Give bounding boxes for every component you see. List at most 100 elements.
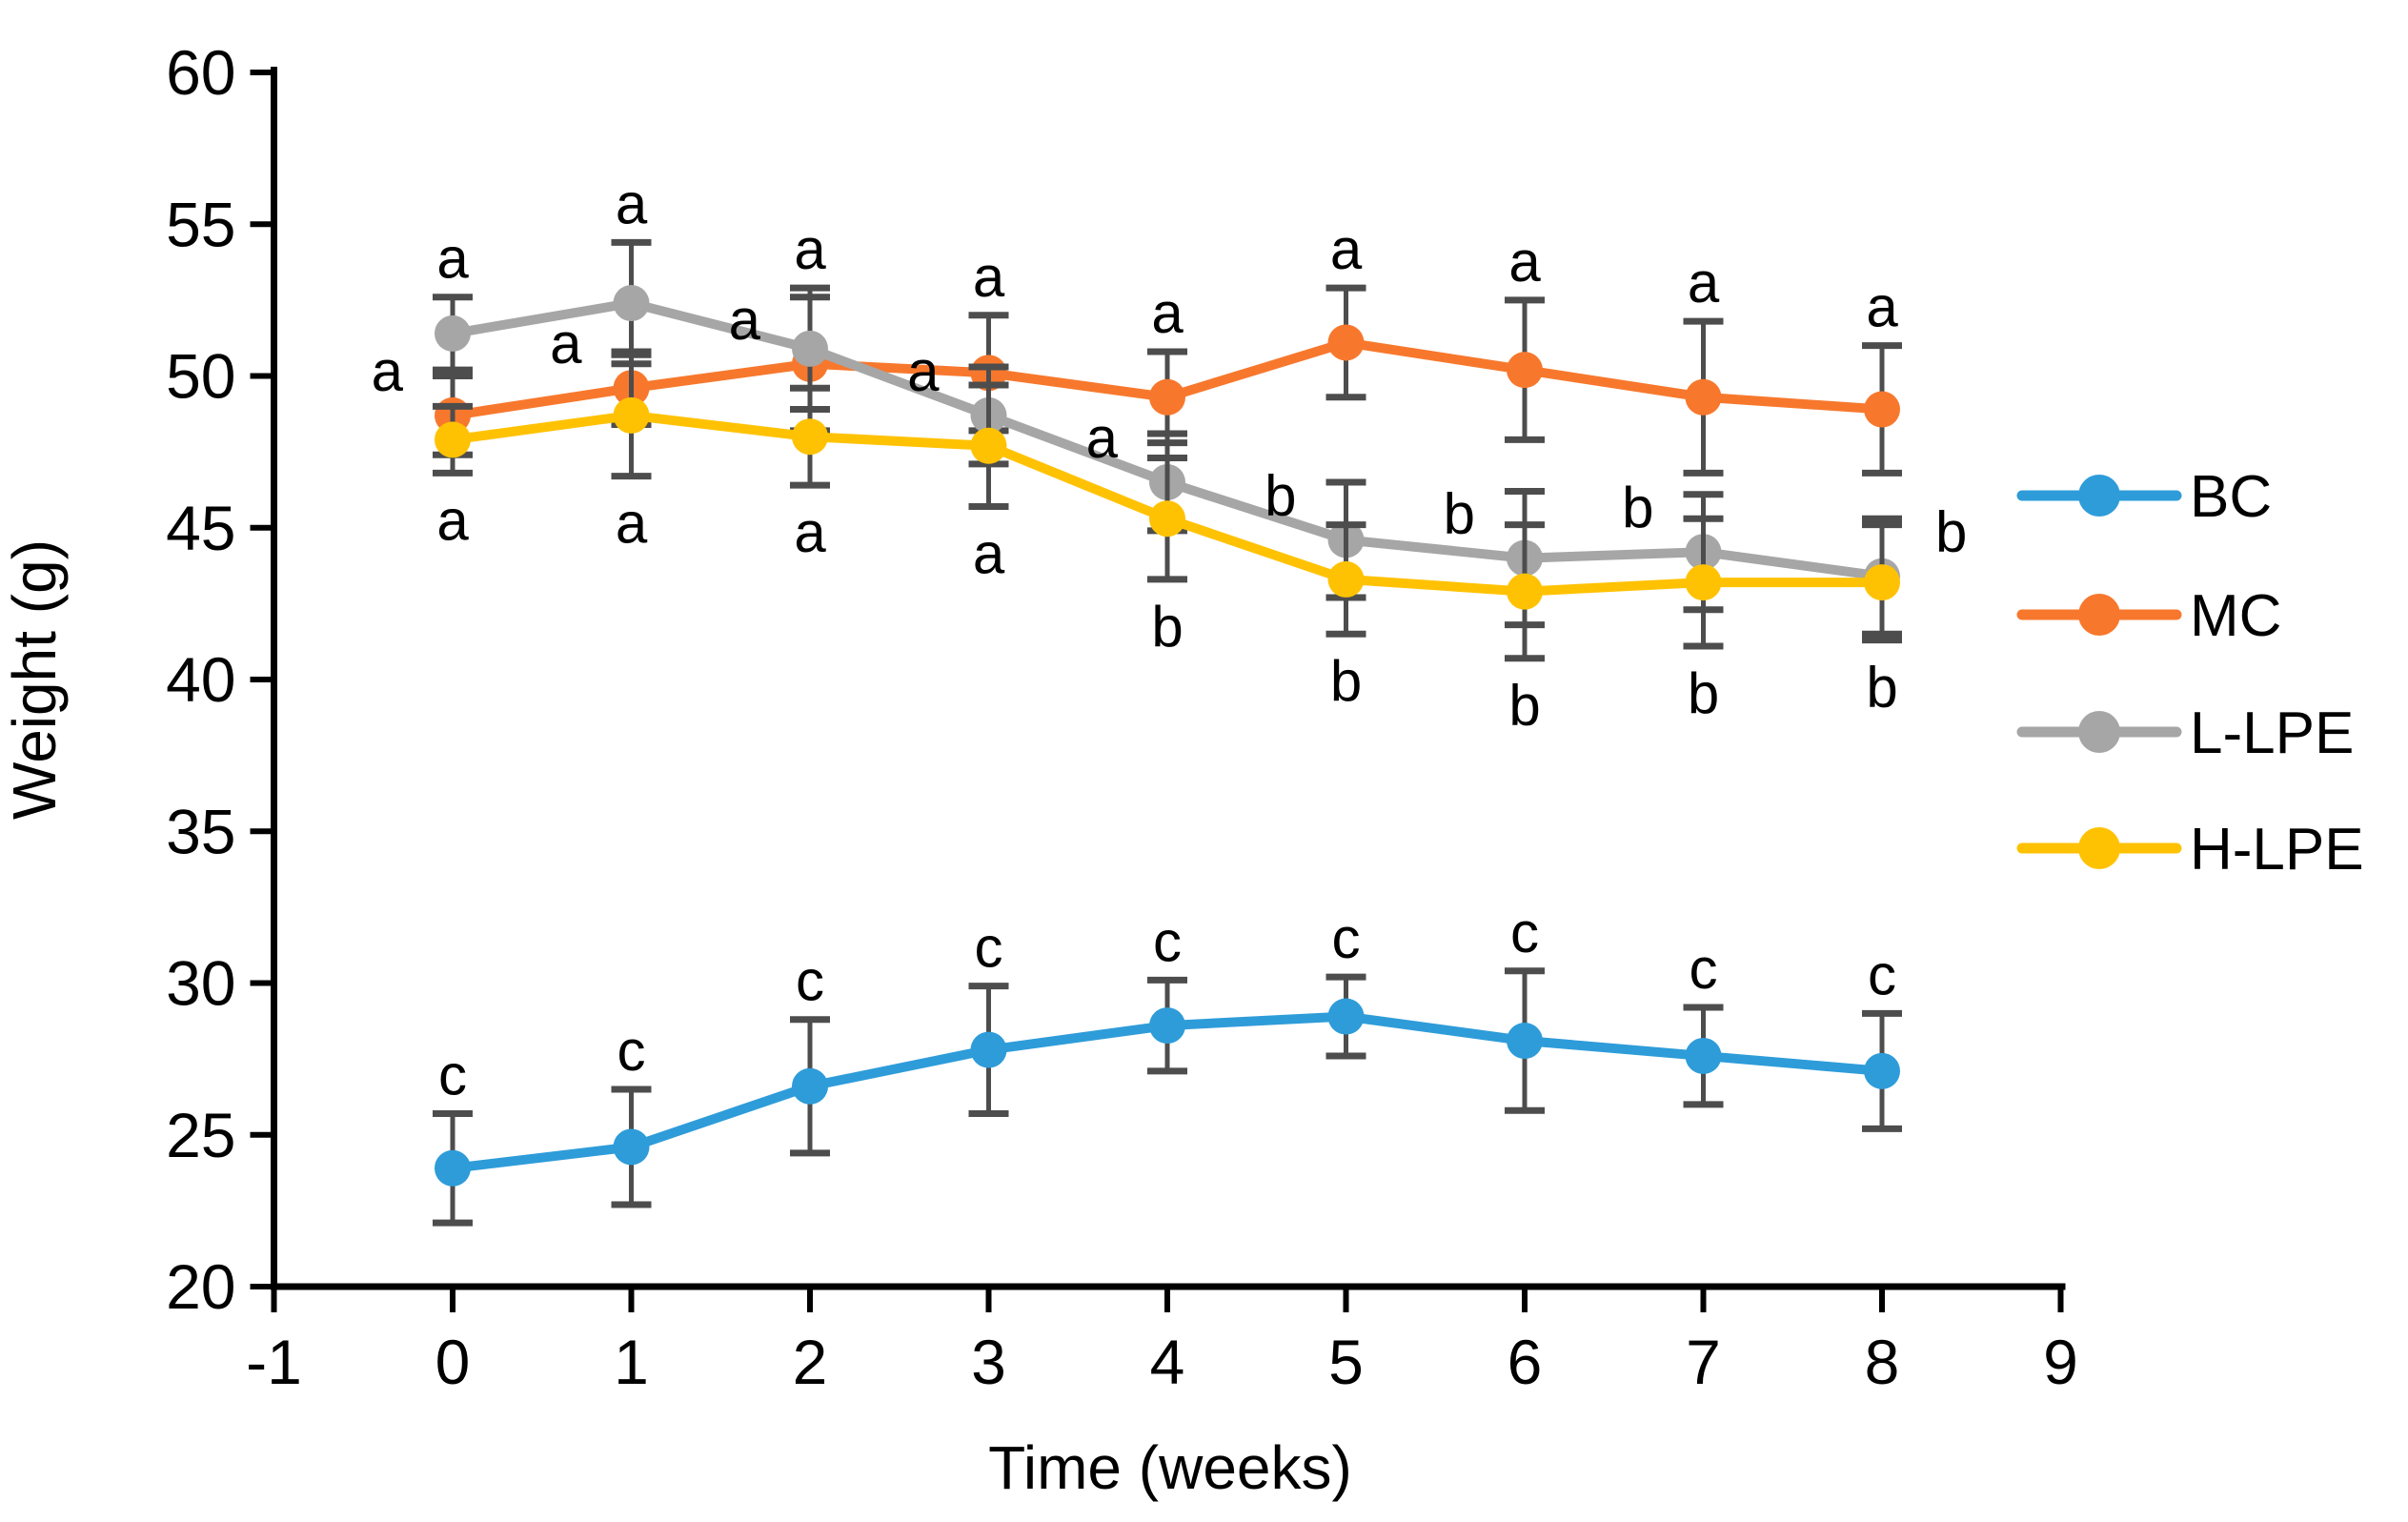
significance-letter: a [1151, 281, 1184, 345]
significance-letter: a [1086, 406, 1119, 470]
significance-letter: b [1265, 463, 1296, 527]
x-tick-label: 2 [793, 1327, 828, 1397]
x-tick-label: 9 [2043, 1327, 2078, 1397]
data-point [1149, 378, 1185, 416]
data-point [1507, 352, 1543, 389]
significance-letter: c [796, 949, 824, 1013]
x-tick-label: 6 [1508, 1327, 1543, 1397]
data-point [970, 427, 1007, 464]
y-axis-title: Weight (g) [0, 539, 69, 820]
series-BC [433, 967, 1902, 1227]
x-tick-label: 3 [971, 1327, 1006, 1397]
significance-letter: c [975, 916, 1003, 980]
significance-letter: a [794, 217, 826, 281]
legend-marker [2078, 711, 2120, 753]
data-point [1864, 391, 1900, 428]
x-tick-label: 8 [1865, 1327, 1900, 1397]
significance-letter: b [1935, 500, 1967, 564]
data-point [613, 396, 650, 434]
significance-letter: a [1688, 251, 1720, 315]
legend-label: BC [2190, 464, 2272, 530]
significance-letter: a [1508, 230, 1541, 294]
data-point [1864, 564, 1900, 601]
significance-letter: a [794, 500, 826, 564]
data-point [435, 421, 471, 458]
significance-letter: a [1330, 217, 1363, 281]
x-axis-title: Time (weeks) [988, 1433, 1352, 1502]
significance-letter: a [550, 312, 582, 375]
significance-letter: b [1866, 656, 1897, 720]
significance-letter: a [1866, 275, 1898, 339]
data-point [1149, 1007, 1185, 1045]
data-point [613, 1128, 650, 1166]
significance-letter: b [1508, 674, 1540, 738]
y-tick-label: 45 [166, 493, 235, 563]
legend: BC MC L-LPE H-LPE [2016, 464, 2364, 883]
y-tick-label: 40 [166, 644, 235, 715]
significance-letter: b [1151, 595, 1183, 659]
x-tick-label: 4 [1150, 1327, 1185, 1397]
significance-letter: c [438, 1043, 467, 1106]
legend-marker [2078, 475, 2120, 517]
significance-letter: c [617, 1019, 646, 1083]
data-point [1507, 1023, 1543, 1060]
significance-letter: a [973, 521, 1005, 585]
significance-letter: a [907, 339, 940, 403]
x-tick-label: 7 [1686, 1327, 1721, 1397]
legend-label: L-LPE [2190, 700, 2354, 766]
data-point [1327, 324, 1365, 361]
legend-item-l-lpe: L-LPE [2016, 700, 2354, 766]
y-tick-label: 50 [166, 341, 235, 412]
data-point [970, 1031, 1007, 1068]
y-tick-label: 55 [166, 189, 235, 259]
legend-item-h-lpe: H-LPE [2016, 817, 2364, 883]
data-point [1685, 564, 1722, 601]
significance-letter: a [436, 488, 469, 552]
data-point [792, 418, 828, 456]
significance-letter: a [616, 172, 648, 235]
data-point [1685, 1037, 1722, 1074]
series-H-LPE [433, 351, 1902, 662]
data-point [792, 330, 828, 367]
data-point [1507, 573, 1543, 610]
significance-letter: c [1332, 906, 1361, 970]
y-tick-label: 25 [166, 1100, 235, 1170]
data-point [435, 1149, 471, 1187]
legend-marker [2078, 827, 2120, 869]
significance-letter: c [1868, 943, 1896, 1006]
y-tick-label: 60 [166, 37, 235, 108]
legend-item-mc: MC [2016, 583, 2281, 649]
x-tick-label: 0 [435, 1327, 471, 1397]
significance-letter: a [372, 339, 404, 403]
significance-letter: b [1622, 476, 1653, 539]
significance-letter: a [616, 492, 648, 556]
data-point [1149, 500, 1185, 538]
significance-letter: b [1330, 649, 1362, 713]
data-point [1685, 378, 1722, 416]
legend-item-bc: BC [2016, 464, 2272, 530]
x-tick-label: 1 [614, 1327, 649, 1397]
significance-letter: c [1690, 937, 1718, 1001]
significance-letter: a [729, 288, 761, 352]
legend-label: MC [2190, 583, 2281, 649]
x-tick-label: 5 [1328, 1327, 1364, 1397]
significance-letter: a [973, 245, 1005, 309]
legend-label: H-LPE [2190, 817, 2364, 883]
x-tick-label: -1 [246, 1327, 302, 1397]
significance-letter: b [1444, 482, 1475, 546]
significance-letter: b [1688, 661, 1719, 725]
significance-letter: c [1153, 909, 1182, 973]
legend-marker [2078, 594, 2120, 636]
y-tick-label: 30 [166, 948, 235, 1019]
data-point [613, 285, 650, 322]
series-layer [433, 238, 1902, 1227]
significance-letter: c [1510, 901, 1539, 964]
y-tick-label: 20 [166, 1251, 235, 1322]
data-point [792, 1067, 828, 1105]
data-point [1327, 560, 1365, 598]
series-MC [433, 284, 1902, 477]
data-point [1327, 998, 1365, 1035]
